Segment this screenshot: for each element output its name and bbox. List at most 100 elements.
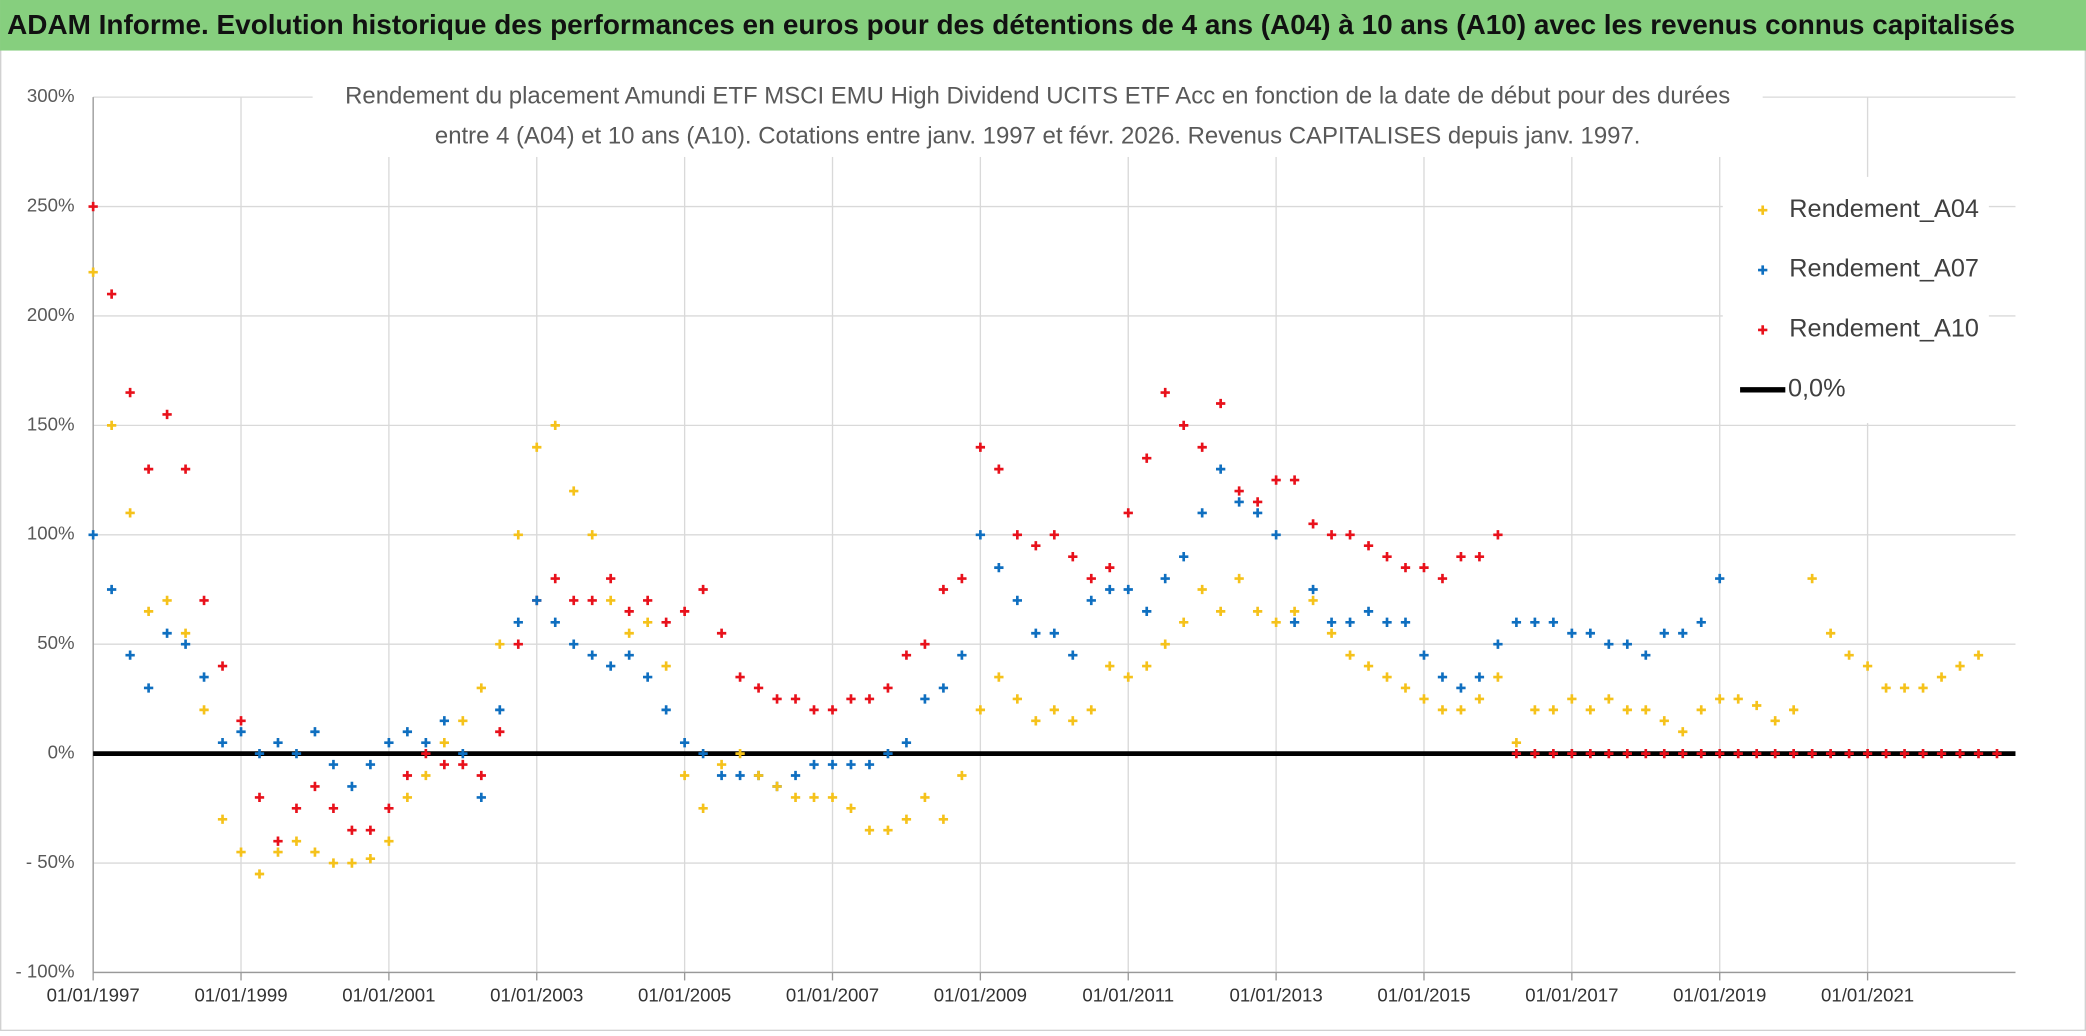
- point: [1086, 573, 1096, 584]
- x-tick-label: 01/01/2009: [934, 984, 1027, 1005]
- point: [1031, 628, 1041, 638]
- chart-title: entre 4 (A04) et 10 ans (A10). Cotations…: [435, 122, 1641, 149]
- point: [606, 595, 616, 606]
- point: [920, 639, 930, 649]
- point: [846, 759, 856, 770]
- point: [1031, 716, 1041, 726]
- point: [513, 530, 523, 540]
- point: [1105, 584, 1115, 595]
- x-tick-label: 01/01/2001: [342, 984, 435, 1005]
- point: [1604, 639, 1614, 649]
- point: [1862, 661, 1873, 671]
- point: [254, 748, 265, 759]
- point: [716, 759, 727, 770]
- point: [1400, 683, 1411, 693]
- point: [310, 781, 320, 792]
- x-tick-label: 01/01/1997: [47, 984, 140, 1005]
- point: [476, 792, 486, 803]
- y-tick-label: 300%: [27, 85, 75, 106]
- point: [753, 683, 764, 693]
- point: [1567, 628, 1577, 638]
- point: [938, 814, 949, 824]
- point: [1659, 628, 1669, 638]
- title-bg: [312, 77, 1763, 157]
- point: [753, 770, 764, 781]
- point: [1179, 552, 1189, 562]
- header: ADAM Informe. Evolution historique des p…: [7, 9, 2015, 40]
- point: [975, 530, 986, 540]
- y-tick-label: 50%: [37, 632, 74, 653]
- point: [587, 595, 597, 606]
- point: [421, 748, 431, 759]
- point: [1715, 748, 1725, 759]
- point: [458, 716, 468, 726]
- point: [1604, 748, 1614, 759]
- point: [162, 628, 172, 638]
- x-tick-label: 01/01/2015: [1377, 984, 1470, 1005]
- point: [273, 836, 283, 846]
- point: [975, 442, 986, 452]
- point: [1049, 628, 1059, 638]
- point: [1068, 650, 1078, 660]
- point: [1530, 705, 1540, 715]
- legend-swatch: [1758, 265, 1768, 275]
- point: [1345, 617, 1355, 627]
- y-tick-label: 0%: [48, 742, 75, 763]
- point: [1326, 628, 1337, 638]
- point: [532, 595, 542, 606]
- point: [495, 705, 505, 715]
- point: [698, 584, 708, 595]
- point: [624, 606, 634, 617]
- point: [1123, 584, 1133, 595]
- point: [328, 803, 339, 813]
- point: [143, 683, 154, 693]
- point: [1918, 683, 1928, 693]
- point: [550, 573, 560, 584]
- legend-label: Rendement_A04: [1789, 195, 1979, 223]
- point: [864, 759, 875, 770]
- point: [217, 661, 228, 671]
- point: [679, 770, 690, 781]
- point: [735, 672, 745, 682]
- point: [1437, 705, 1448, 715]
- point: [1068, 552, 1078, 562]
- point: [1160, 573, 1170, 584]
- point: [1548, 705, 1559, 715]
- point: [1382, 617, 1392, 627]
- y-tick-label: 100%: [27, 523, 75, 544]
- point: [1123, 508, 1133, 518]
- point: [1289, 606, 1300, 617]
- point: [624, 650, 634, 660]
- point: [679, 606, 690, 617]
- point: [716, 628, 727, 638]
- point: [402, 770, 413, 781]
- point: [1530, 748, 1540, 759]
- point: [1271, 530, 1281, 540]
- point: [735, 748, 745, 759]
- point: [273, 847, 283, 857]
- x-tick-label: 01/01/2005: [638, 984, 731, 1005]
- point: [1973, 748, 1984, 759]
- point: [1641, 705, 1651, 715]
- point: [1992, 748, 2002, 759]
- point: [1474, 672, 1485, 682]
- point: [1844, 650, 1854, 660]
- point: [883, 825, 893, 835]
- point: [254, 792, 265, 803]
- point: [1844, 748, 1854, 759]
- point: [957, 650, 967, 660]
- point: [1715, 573, 1725, 584]
- point: [569, 639, 579, 649]
- x-tick-label: 01/01/2017: [1525, 984, 1618, 1005]
- point: [1160, 639, 1170, 649]
- point: [1622, 748, 1632, 759]
- point: [1862, 748, 1873, 759]
- point: [180, 464, 191, 474]
- point: [1216, 606, 1226, 617]
- point: [1659, 716, 1669, 726]
- point: [1049, 530, 1059, 540]
- point: [1511, 738, 1522, 748]
- point: [1068, 716, 1078, 726]
- point: [143, 606, 154, 617]
